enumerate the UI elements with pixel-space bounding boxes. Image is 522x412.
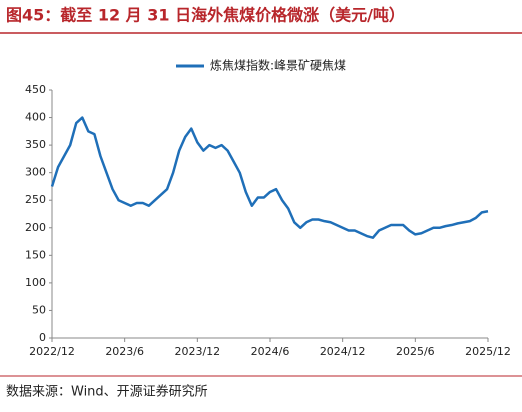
chart-title: 图45：截至 12 月 31 日海外焦煤价格微涨（美元/吨） xyxy=(6,6,405,25)
y-tick-label: 100 xyxy=(25,276,46,289)
x-tick-label: 2025/6 xyxy=(396,345,435,358)
y-tick-label: 300 xyxy=(25,166,46,179)
legend-label: 炼焦煤指数:峰景矿硬焦煤 xyxy=(210,58,346,73)
x-tick-label: 2022/12 xyxy=(29,345,75,358)
x-tick-label: 2024/6 xyxy=(251,345,290,358)
x-tick-label: 2023/12 xyxy=(174,345,220,358)
line-series xyxy=(50,116,489,239)
x-tick-label: 2023/6 xyxy=(105,345,144,358)
y-tick-label: 350 xyxy=(25,138,46,151)
y-tick-label: 50 xyxy=(32,303,46,316)
y-tick-label: 400 xyxy=(25,111,46,124)
y-tick-label: 200 xyxy=(25,221,46,234)
x-tick-label: 2024/12 xyxy=(320,345,366,358)
x-tick-label: 2025/12 xyxy=(465,345,511,358)
source: 数据来源：Wind、开源证券研究所 xyxy=(6,384,208,400)
y-tick-label: 150 xyxy=(25,248,46,261)
y-tick-label: 0 xyxy=(39,331,46,344)
y-tick-label: 450 xyxy=(25,83,46,96)
y-tick-label: 250 xyxy=(25,193,46,206)
